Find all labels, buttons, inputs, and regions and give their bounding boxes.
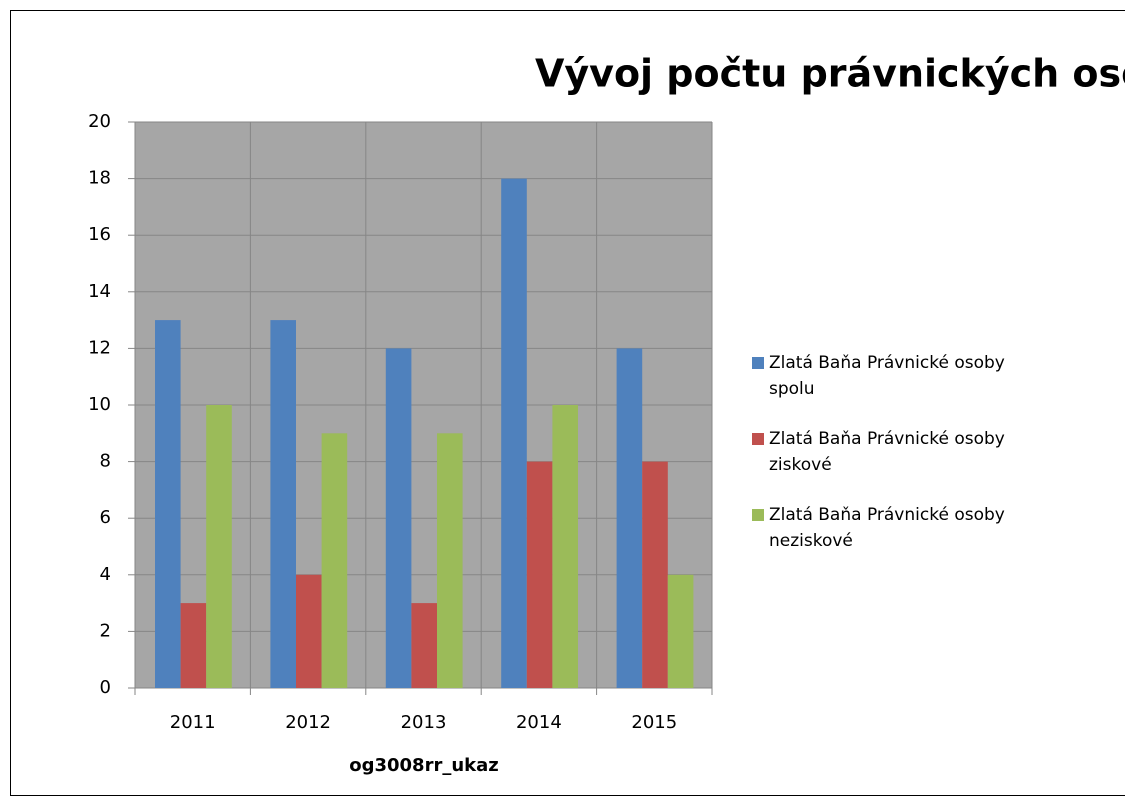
y-tick-label: 12	[88, 337, 111, 358]
y-tick-label: 6	[100, 507, 111, 528]
bar	[526, 461, 553, 688]
bar	[385, 348, 412, 688]
frame-border	[10, 10, 1125, 796]
bar	[296, 574, 322, 688]
y-tick-label: 4	[100, 564, 111, 585]
y-tick-label: 0	[100, 677, 111, 698]
y-tick-label: 20	[88, 111, 111, 132]
chart-title: Vývoj počtu právnických osôb	[535, 52, 1125, 96]
y-tick-label: 8	[100, 451, 111, 472]
legend-swatch	[752, 433, 764, 445]
legend-item: Zlatá Baňa Právnické osoby ziskové	[752, 426, 1052, 478]
legend-swatch	[752, 357, 764, 369]
x-tick-label: 2014	[516, 712, 562, 733]
y-tick-label: 10	[88, 394, 111, 415]
y-tick-label: 18	[88, 168, 111, 189]
bar	[616, 348, 643, 688]
bar	[437, 433, 463, 688]
y-tick-label: 16	[88, 224, 111, 245]
x-axis-title: og3008rr_ukaz	[349, 755, 499, 776]
bar	[155, 320, 181, 688]
y-tick-label: 14	[88, 281, 111, 302]
legend: Zlatá Baňa Právnické osoby spolu Zlatá Ba…	[752, 350, 1052, 578]
bar	[180, 603, 207, 688]
x-tick-label: 2011	[170, 712, 216, 733]
bar	[321, 433, 348, 688]
legend-item: Zlatá Baňa Právnické osoby neziskové	[752, 502, 1052, 554]
bar	[206, 405, 232, 688]
x-tick-label: 2013	[401, 712, 447, 733]
legend-label: Zlatá Baňa Právnické osoby ziskové	[769, 429, 1005, 475]
bar	[411, 603, 437, 688]
legend-label: Zlatá Baňa Právnické osoby neziskové	[769, 505, 1005, 551]
x-tick-label: 2015	[631, 712, 677, 733]
bar	[667, 574, 694, 688]
bar	[552, 405, 578, 688]
bar	[270, 320, 296, 688]
bar	[642, 461, 668, 688]
x-tick-label: 2012	[285, 712, 331, 733]
legend-label: Zlatá Baňa Právnické osoby spolu	[769, 353, 1005, 399]
y-tick-label: 2	[100, 620, 111, 641]
bar	[501, 178, 527, 688]
legend-item: Zlatá Baňa Právnické osoby spolu	[752, 350, 1052, 402]
legend-swatch	[752, 509, 764, 521]
